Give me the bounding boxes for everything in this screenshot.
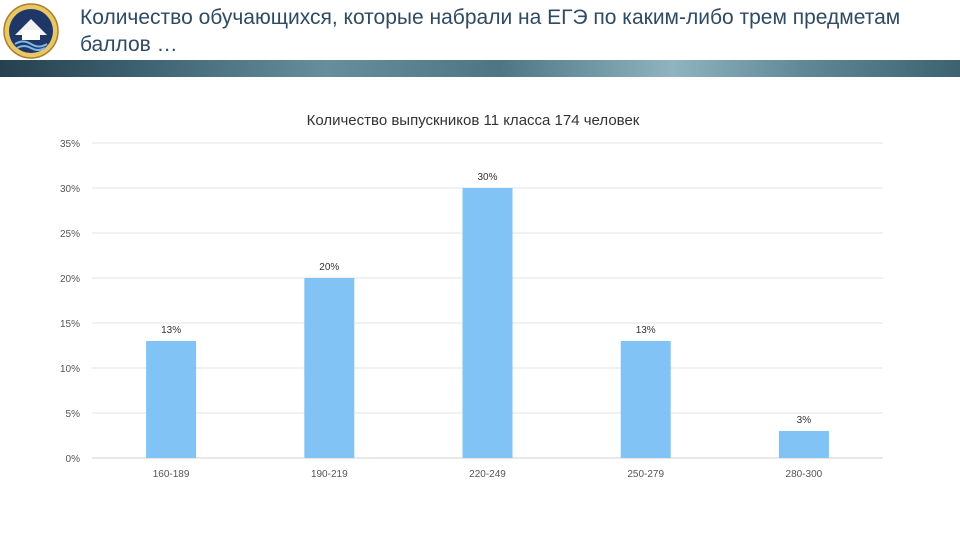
y-tick-label: 25% [60,229,80,240]
chart-labels: 0% 5% 10% 15% 20% 25% 30% 35% 13% 160-189 20% 190-2… [60,139,823,480]
bar [304,278,355,458]
chart-title: Количество выпускников 11 класса 174 чел… [307,112,640,129]
data-label: 30% [477,172,497,183]
y-tick-label: 0% [66,454,81,465]
y-tick-label: 35% [60,139,80,150]
bar-chart: Количество выпускников 11 класса 174 чел… [0,100,960,500]
x-tick-label: 280-300 [786,469,823,480]
chart-bars [146,188,829,458]
data-label: 3% [797,415,812,426]
bar [462,188,513,458]
school-logo [2,2,60,60]
data-label: 13% [161,325,181,336]
x-tick-label: 190-219 [311,469,348,480]
x-tick-label: 250-279 [627,469,664,480]
y-tick-label: 15% [60,319,80,330]
y-tick-label: 10% [60,364,80,375]
y-tick-label: 20% [60,274,80,285]
data-label: 20% [319,262,339,273]
data-label: 13% [636,325,656,336]
bar [146,341,197,458]
school-emblem-icon [3,3,59,59]
bar [620,341,671,458]
slide-title: Количество обучающихся, которые набрали … [80,6,901,56]
x-tick-label: 220-249 [469,469,506,480]
y-tick-label: 5% [66,409,81,420]
header-band [0,60,960,77]
x-tick-label: 160-189 [153,469,190,480]
y-tick-label: 30% [60,184,80,195]
bar [778,431,829,458]
chart-svg: Количество выпускников 11 класса 174 чел… [60,112,883,480]
